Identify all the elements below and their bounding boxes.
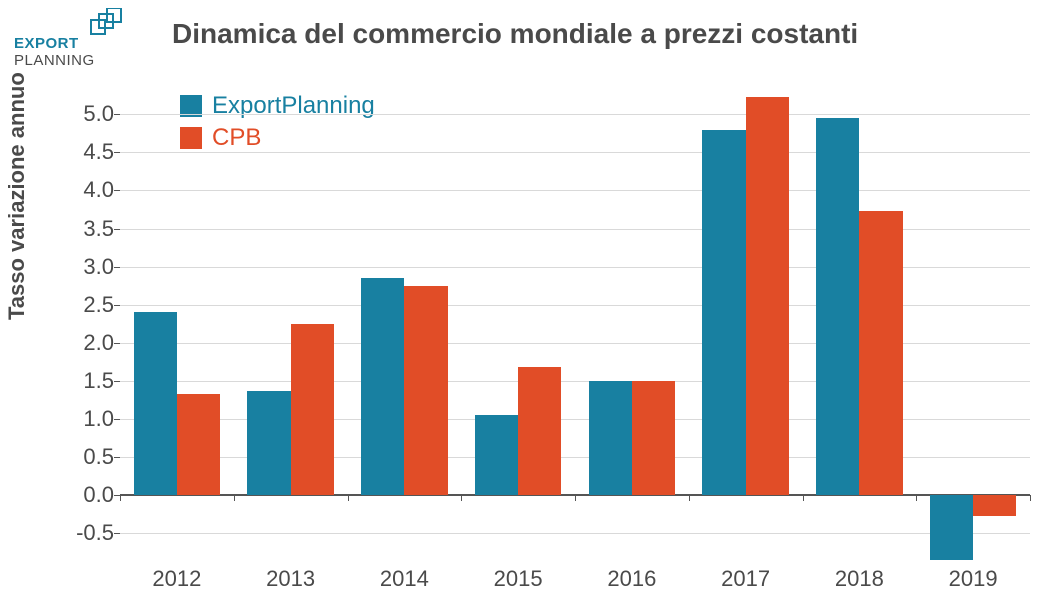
y-tick-label: 0.0	[83, 482, 114, 508]
logo-icon	[90, 8, 124, 41]
bar	[177, 394, 220, 495]
bar	[632, 381, 675, 495]
y-tick-mark	[114, 152, 120, 153]
x-tick-mark	[461, 495, 462, 501]
y-axis-label: Tasso variazione annuo	[4, 72, 30, 320]
y-tick-label: 0.5	[83, 444, 114, 470]
chart-title: Dinamica del commercio mondiale a prezzi…	[172, 18, 858, 50]
bar	[291, 324, 334, 495]
gridline	[120, 114, 1030, 115]
bar	[930, 495, 973, 560]
y-tick-label: 3.5	[83, 216, 114, 242]
x-tick-mark	[689, 495, 690, 501]
logo-text: EXPORT PLANNING	[14, 36, 95, 68]
y-tick-label: 1.0	[83, 406, 114, 432]
x-tick-mark	[803, 495, 804, 501]
gridline	[120, 533, 1030, 534]
gridline	[120, 190, 1030, 191]
x-tick-label: 2016	[607, 566, 656, 592]
y-tick-label: 5.0	[83, 101, 114, 127]
y-tick-mark	[114, 457, 120, 458]
bar	[589, 381, 632, 495]
x-tick-mark	[348, 495, 349, 501]
bar	[702, 130, 745, 496]
gridline	[120, 152, 1030, 153]
x-tick-label: 2012	[152, 566, 201, 592]
y-tick-mark	[114, 190, 120, 191]
x-tick-mark	[916, 495, 917, 501]
logo-word-export: EXPORT	[14, 35, 79, 52]
y-tick-mark	[114, 381, 120, 382]
x-tick-label: 2014	[380, 566, 429, 592]
y-tick-mark	[114, 305, 120, 306]
plot-area: -0.50.00.51.01.52.02.53.03.54.04.55.0201…	[120, 80, 1030, 560]
bar	[404, 286, 447, 496]
x-tick-mark	[1030, 495, 1031, 501]
bar	[816, 118, 859, 495]
y-tick-mark	[114, 419, 120, 420]
y-tick-mark	[114, 533, 120, 534]
bar	[361, 278, 404, 495]
y-tick-label: 4.5	[83, 139, 114, 165]
bar	[518, 367, 561, 495]
bar	[247, 391, 290, 495]
x-tick-label: 2018	[835, 566, 884, 592]
bar	[973, 495, 1016, 516]
y-tick-mark	[114, 229, 120, 230]
bar	[134, 312, 177, 495]
y-tick-mark	[114, 267, 120, 268]
y-tick-mark	[114, 114, 120, 115]
bar	[746, 97, 789, 495]
x-tick-label: 2015	[494, 566, 543, 592]
x-tick-label: 2019	[949, 566, 998, 592]
y-tick-label: 2.5	[83, 292, 114, 318]
x-tick-label: 2017	[721, 566, 770, 592]
x-tick-mark	[120, 495, 121, 501]
y-tick-mark	[114, 343, 120, 344]
y-tick-label: 4.0	[83, 177, 114, 203]
logo-word-planning: PLANNING	[14, 53, 95, 68]
y-tick-label: -0.5	[76, 520, 114, 546]
x-tick-mark	[575, 495, 576, 501]
y-tick-label: 3.0	[83, 254, 114, 280]
x-tick-mark	[234, 495, 235, 501]
y-tick-label: 2.0	[83, 330, 114, 356]
x-tick-label: 2013	[266, 566, 315, 592]
bar	[475, 415, 518, 495]
bar	[859, 211, 902, 495]
y-tick-label: 1.5	[83, 368, 114, 394]
